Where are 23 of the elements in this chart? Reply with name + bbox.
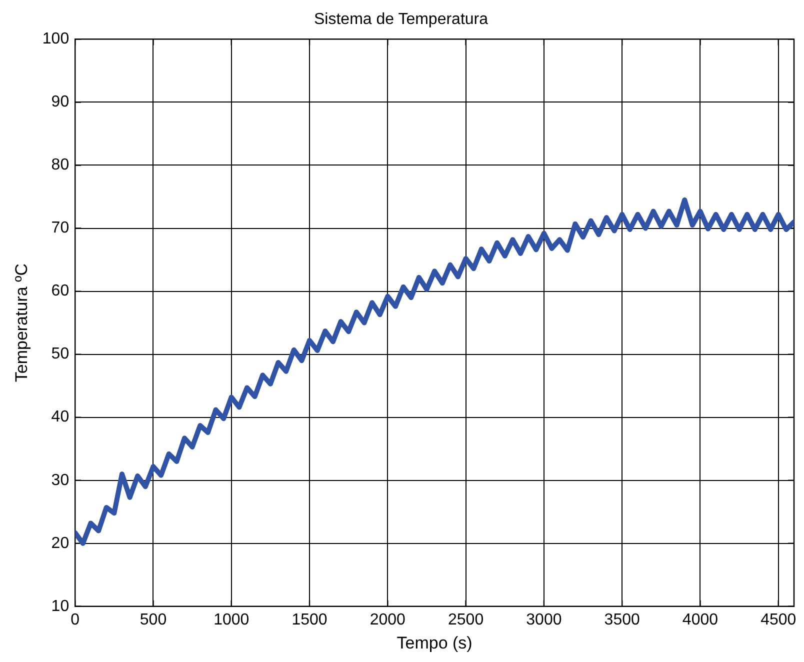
x-tick-label: 2500 bbox=[448, 611, 484, 628]
x-tick-label: 4000 bbox=[682, 611, 718, 628]
y-tick-label: 30 bbox=[51, 472, 70, 489]
x-tick-label: 500 bbox=[140, 611, 167, 628]
x-tick-label: 0 bbox=[70, 611, 80, 628]
y-tick-label: 10 bbox=[51, 598, 70, 615]
y-tick-label: 50 bbox=[51, 346, 70, 363]
x-tick-label: 1000 bbox=[214, 611, 250, 628]
y-tick-label: 70 bbox=[51, 220, 70, 237]
x-axis-title: Tempo (s) bbox=[396, 633, 472, 652]
y-tick-label: 60 bbox=[51, 282, 70, 300]
y-axis-title: Temperatura ºC bbox=[12, 263, 31, 382]
y-tick-label: 100 bbox=[42, 30, 70, 48]
x-tick-label: 3500 bbox=[604, 611, 640, 628]
y-tick-label: 20 bbox=[51, 534, 70, 552]
y-tick-label: 90 bbox=[51, 94, 70, 111]
x-tick-label: 3000 bbox=[526, 611, 562, 628]
y-tick-label: 80 bbox=[51, 156, 70, 174]
x-tick-label: 1500 bbox=[292, 611, 328, 628]
y-tick-label: 40 bbox=[51, 408, 70, 426]
chart-title: Sistema de Temperatura bbox=[314, 11, 488, 28]
x-tick-label: 4500 bbox=[760, 611, 796, 628]
x-tick-label: 2000 bbox=[370, 611, 406, 628]
